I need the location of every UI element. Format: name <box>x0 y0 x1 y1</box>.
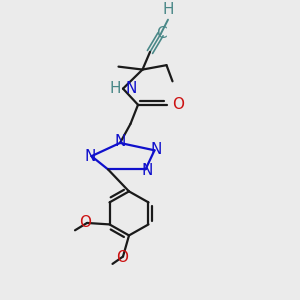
Text: N: N <box>141 163 153 178</box>
Text: C: C <box>156 26 167 41</box>
Text: O: O <box>172 97 184 112</box>
Text: O: O <box>79 215 91 230</box>
Text: O: O <box>116 250 128 265</box>
Text: N: N <box>125 81 137 96</box>
Text: N: N <box>114 134 126 149</box>
Text: N: N <box>84 149 96 164</box>
Text: H: H <box>162 2 174 17</box>
Text: N: N <box>150 142 162 157</box>
Text: H: H <box>110 81 122 96</box>
